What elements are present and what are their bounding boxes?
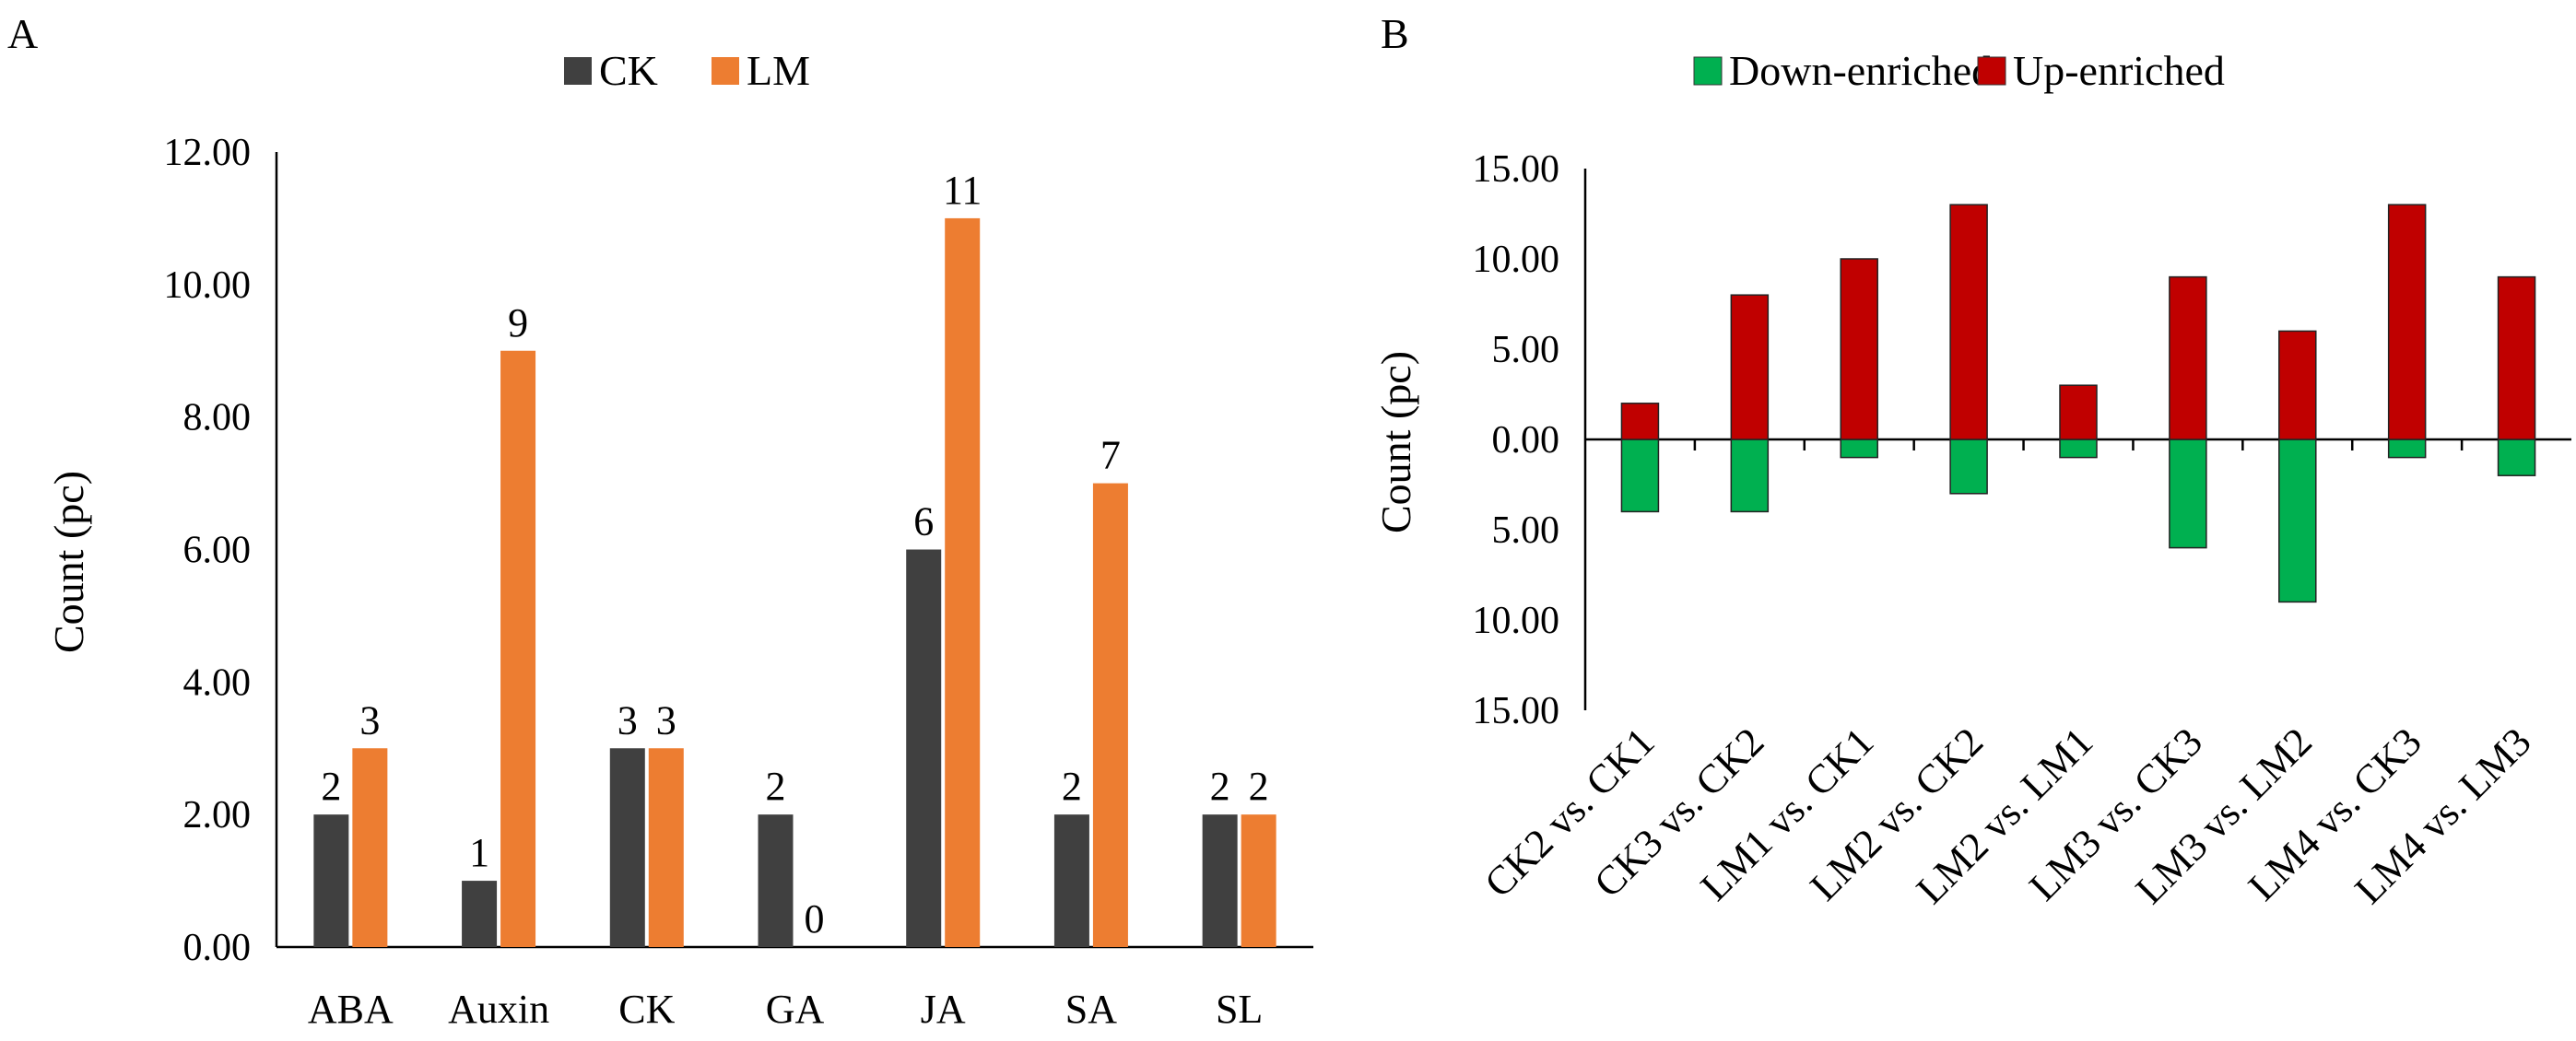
x-category-label-a: ABA (308, 987, 394, 1032)
y-tick-label-a: 6.00 (183, 530, 252, 572)
bar-b-up-enriched (1620, 403, 1660, 440)
bar-b-down-enriched (1840, 439, 1878, 459)
legend-b-up-swatch (1977, 56, 2006, 86)
data-label-a-ck: 2 (321, 764, 341, 809)
bar-b-up-enriched (2278, 330, 2317, 440)
y-tick-label-a: 8.00 (183, 397, 252, 439)
legend-a-ck-label: CK (599, 47, 658, 94)
bar-a-ck (758, 814, 794, 947)
x-category-label-a: SA (1065, 987, 1117, 1032)
data-label-a-ck: 1 (469, 830, 489, 875)
legend-a-lm-label: LM (747, 47, 810, 94)
panel-b-letter: B (1381, 10, 1409, 57)
data-label-a-ck: 2 (1210, 764, 1230, 809)
data-label-a-lm: 2 (1249, 764, 1269, 809)
legend-b-down-swatch (1693, 56, 1723, 86)
bar-a-lm (500, 350, 536, 947)
x-category-label-a: SL (1216, 987, 1263, 1032)
bar-b-down-enriched (1949, 439, 1988, 495)
x-category-label-a: GA (766, 987, 825, 1032)
y-tick-label-a: 2.00 (183, 794, 252, 836)
bar-b-down-enriched (2059, 439, 2098, 459)
data-label-a-lm: 3 (359, 697, 380, 743)
y-tick-label-a: 0.00 (183, 927, 252, 969)
data-label-a-lm: 11 (943, 168, 982, 213)
bar-a-ck (906, 549, 942, 947)
bar-b-down-enriched (2169, 439, 2207, 549)
bar-b-up-enriched (1840, 258, 1878, 440)
bar-b-up-enriched (1949, 204, 1988, 440)
legend-a-lm-swatch (712, 57, 739, 85)
x-category-label-a: JA (921, 987, 966, 1032)
x-category-label-a: Auxin (448, 987, 549, 1032)
bar-b-up-enriched (2169, 275, 2207, 440)
bar-b-up-enriched (2059, 384, 2098, 440)
bar-b-down-enriched (1730, 439, 1770, 513)
y-tick-label-b: 0.00 (1492, 419, 1560, 462)
legend-a-ck-swatch (564, 57, 592, 85)
y-tick-label-b: 10.00 (1473, 239, 1560, 281)
y-tick-label-b-negative: 15.00 (1473, 690, 1560, 732)
y-tick-label-b-negative: 5.00 (1492, 509, 1560, 552)
data-label-a-ck: 2 (766, 764, 786, 809)
y-tick-label-b: 15.00 (1473, 148, 1560, 191)
bar-a-lm (1241, 814, 1276, 947)
bar-b-down-enriched (2387, 439, 2427, 459)
bar-b-up-enriched (2497, 275, 2536, 440)
bar-b-up-enriched (2387, 204, 2427, 440)
y-axis-title-b: Count (pc) (1372, 351, 1419, 533)
bar-a-ck (313, 814, 349, 947)
panel-a-letter: A (7, 10, 38, 57)
data-label-a-lm: 3 (656, 697, 676, 743)
bar-a-lm (1092, 483, 1128, 947)
y-tick-label-a: 12.00 (164, 132, 252, 174)
y-tick-label-a: 4.00 (183, 661, 252, 704)
bar-a-ck (1053, 814, 1089, 947)
bar-b-down-enriched (2497, 439, 2536, 476)
bar-a-lm (648, 748, 684, 947)
bar-a-ck (462, 881, 498, 947)
legend-b-down-label: Down-enriched (1729, 47, 1993, 94)
bar-a-ck (1202, 814, 1238, 947)
panel-a-plot: 0.002.004.006.008.0010.0012.00ABA23Auxin… (164, 132, 1313, 1032)
data-label-a-ck: 6 (913, 499, 934, 544)
data-label-a-lm: 9 (508, 300, 528, 345)
bar-b-up-enriched (1730, 294, 1770, 440)
legend-b-up-label: Up-enriched (2013, 47, 2225, 94)
bar-b-down-enriched (1620, 439, 1660, 513)
bar-a-lm (352, 748, 388, 947)
y-tick-label-b-negative: 10.00 (1473, 600, 1560, 642)
y-axis-title-a: Count (pc) (45, 471, 92, 653)
data-label-a-ck: 3 (618, 697, 638, 743)
data-label-a-ck: 2 (1062, 764, 1082, 809)
y-tick-label-a: 10.00 (164, 264, 252, 307)
x-category-label-a: CK (618, 987, 675, 1032)
bar-b-down-enriched (2278, 439, 2317, 603)
bar-a-lm (945, 217, 981, 947)
data-label-a-lm: 0 (805, 896, 825, 942)
y-tick-label-b: 5.00 (1492, 329, 1560, 371)
bar-a-ck (609, 748, 645, 947)
data-label-a-lm: 7 (1100, 433, 1121, 478)
